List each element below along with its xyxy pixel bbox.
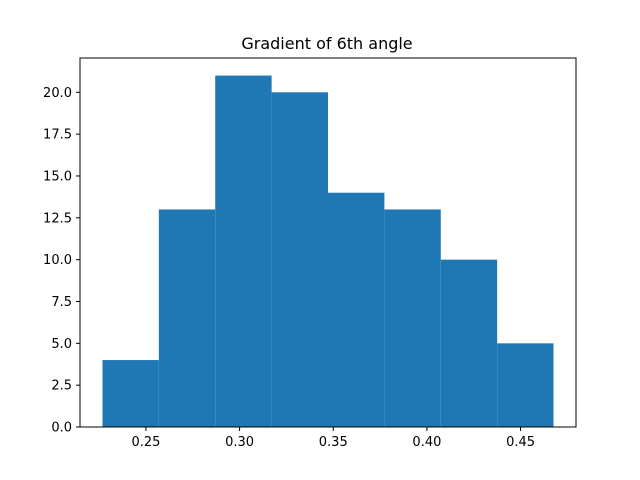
axes-layer: 0.25 0.30 0.35 0.40 0.45 0.0 2.5 5.0 7.5 10.0 12.5… xyxy=(43,57,577,450)
y-tick-label: 7.5 xyxy=(51,295,72,310)
x-tick-label: 0.30 xyxy=(225,435,254,450)
y-tick-label: 15.0 xyxy=(43,169,72,184)
axes-frame xyxy=(79,57,577,428)
x-tick-label: 0.25 xyxy=(131,435,160,450)
histogram-bar-4 xyxy=(271,92,328,427)
x-tick-label: 0.40 xyxy=(412,435,441,450)
histogram-bar-3 xyxy=(215,75,272,428)
x-tick-label: 0.45 xyxy=(506,435,535,450)
x-tick-label: 0.35 xyxy=(319,435,348,450)
histogram-bar-6 xyxy=(384,209,441,427)
histogram-bar-8 xyxy=(497,343,554,427)
histogram-bar-7 xyxy=(440,259,498,427)
y-tick-label: 20.0 xyxy=(43,86,72,101)
y-tick-label: 12.5 xyxy=(43,211,72,226)
chart-title: Gradient of 6th angle xyxy=(241,34,412,53)
y-tick-label: 17.5 xyxy=(43,128,72,143)
histogram-bar-5 xyxy=(328,192,385,427)
histogram-bar-2 xyxy=(158,209,216,427)
y-tick-label: 5.0 xyxy=(51,337,72,352)
y-tick-label: 0.0 xyxy=(51,421,72,436)
y-tick-label: 2.5 xyxy=(51,379,72,394)
y-tick-label: 10.0 xyxy=(43,253,72,268)
histogram-bar-1 xyxy=(102,360,159,427)
bars-layer xyxy=(102,75,554,428)
